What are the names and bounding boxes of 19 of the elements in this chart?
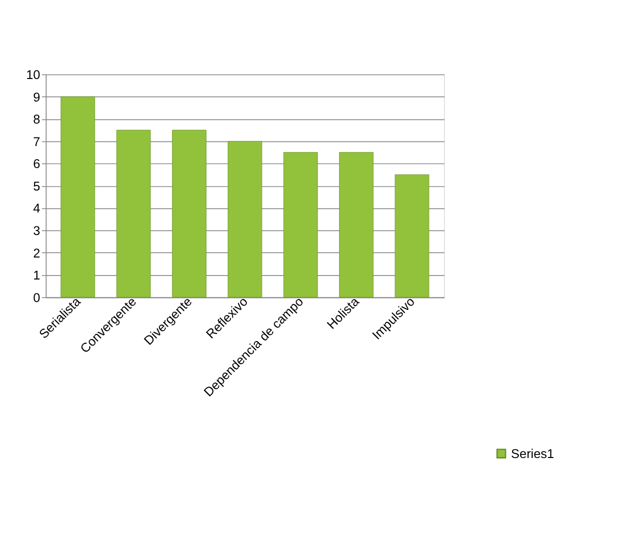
- bar: [228, 140, 262, 298]
- y-tick-label: 5: [33, 178, 40, 194]
- y-tick-label: 9: [33, 89, 40, 104]
- y-tick-label: 10: [26, 66, 40, 82]
- y-tick-label: 6: [33, 156, 40, 172]
- y-tick-label: 4: [33, 200, 40, 216]
- bar: [283, 152, 318, 298]
- y-tick-label: 2: [33, 245, 40, 260]
- bar: [172, 130, 206, 298]
- bar: [339, 152, 374, 298]
- bar: [60, 96, 96, 298]
- y-tick-label: 3: [33, 223, 40, 238]
- legend-label: Series1: [511, 446, 554, 461]
- y-tick-label: 8: [33, 112, 40, 127]
- y-tick-label: 0: [33, 290, 40, 305]
- y-tick-label: 1: [33, 268, 40, 283]
- bar: [394, 174, 430, 298]
- y-tick-label: 7: [33, 134, 40, 149]
- bar: [116, 130, 151, 298]
